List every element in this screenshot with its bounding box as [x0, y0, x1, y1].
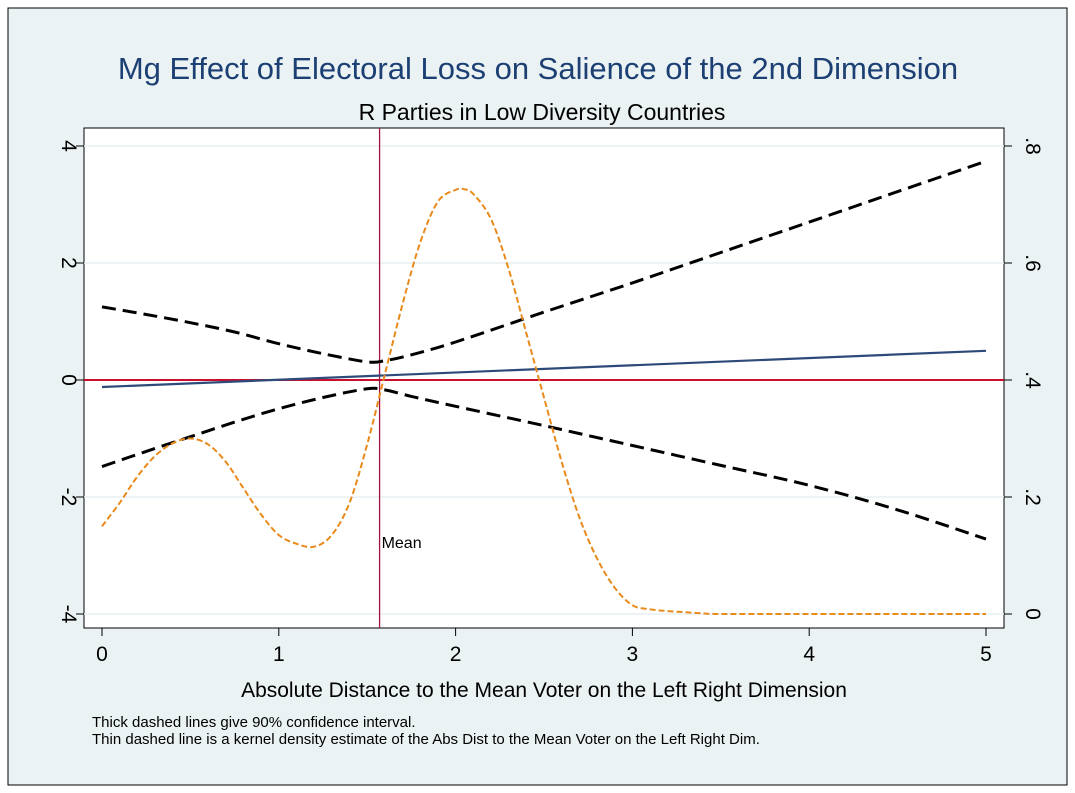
- y-tick-label-left: 2: [57, 257, 80, 269]
- y-tick-label-right: .4: [1021, 371, 1044, 389]
- chart-title: Mg Effect of Electoral Loss on Salience …: [118, 51, 958, 86]
- x-tick-label: 4: [803, 643, 815, 666]
- note-line-2: Thin dashed line is a kernel density est…: [92, 731, 760, 748]
- x-tick-label: 1: [273, 643, 285, 666]
- y-tick-label-left: -2: [57, 488, 80, 507]
- lower-ci-line: [101, 386, 987, 541]
- marginal-effect-line: [101, 349, 987, 389]
- kernel-density-line: [101, 187, 986, 616]
- y-tick-label-right: 0: [1021, 608, 1044, 620]
- note-line-1: Thick dashed lines give 90% confidence i…: [92, 714, 416, 731]
- x-tick-label: 3: [627, 643, 639, 666]
- y-tick-label-left: 4: [57, 140, 80, 152]
- mean-label: Mean: [382, 535, 422, 552]
- y-tick-label-left: 0: [57, 374, 80, 386]
- x-tick-label: 5: [980, 643, 992, 666]
- upper-ci-line: [101, 159, 987, 364]
- plot-area: [83, 127, 1005, 629]
- x-axis-label: Absolute Distance to the Mean Voter on t…: [241, 679, 847, 702]
- reference-lines: Mean: [84, 128, 1004, 628]
- chart-subtitle: R Parties in Low Diversity Countries: [359, 99, 726, 125]
- series-layer: [101, 159, 987, 616]
- y-tick-label-right: .2: [1021, 488, 1044, 506]
- y-tick-label-right: .8: [1021, 137, 1044, 155]
- x-tick-label: 2: [450, 643, 462, 666]
- x-tick-label: 0: [96, 643, 108, 666]
- y-tick-label-left: -4: [57, 605, 80, 624]
- y-tick-label-right: .6: [1021, 254, 1044, 272]
- axes: 0 1 2 3 4 5 -4 -2 0 2 4 0 .2 .4 .6 .8: [57, 137, 1044, 666]
